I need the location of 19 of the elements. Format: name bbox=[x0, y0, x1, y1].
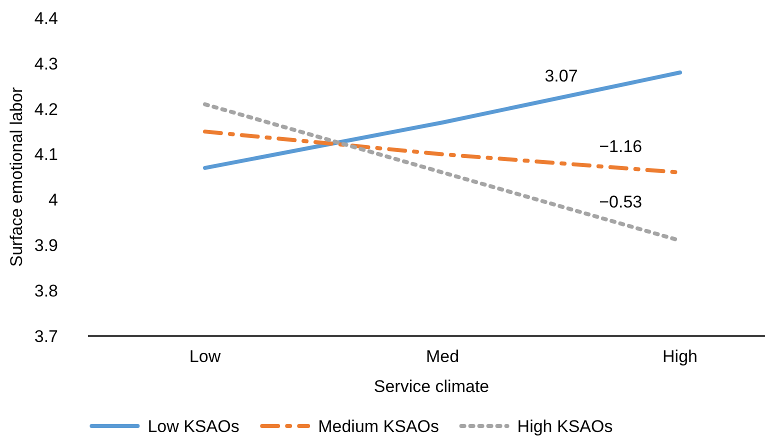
x-tick-label: Low bbox=[189, 347, 222, 366]
y-tick-label: 4 bbox=[48, 190, 58, 210]
legend-label: Medium KSAOs bbox=[318, 416, 440, 436]
y-axis-title: Surface emotional labor bbox=[7, 86, 26, 267]
x-tick-label: Med bbox=[426, 347, 460, 366]
annotation: −1.16 bbox=[599, 136, 642, 156]
y-tick-label: 3.9 bbox=[34, 236, 58, 256]
y-tick-label: 3.7 bbox=[34, 326, 58, 346]
annotation: 3.07 bbox=[544, 66, 578, 86]
x-axis-title: Service climate bbox=[374, 377, 490, 396]
x-tick-label: High bbox=[662, 347, 698, 366]
annotation: −0.53 bbox=[599, 192, 642, 212]
y-tick-label: 4.3 bbox=[34, 54, 58, 74]
y-tick-label: 3.8 bbox=[34, 282, 58, 301]
legend-label: High KSAOs bbox=[517, 416, 613, 436]
y-tick-label: 4.2 bbox=[34, 100, 58, 119]
y-tick-label: 4.4 bbox=[34, 8, 58, 28]
legend-label: Low KSAOs bbox=[148, 416, 240, 436]
y-tick-label: 4.1 bbox=[34, 145, 58, 164]
